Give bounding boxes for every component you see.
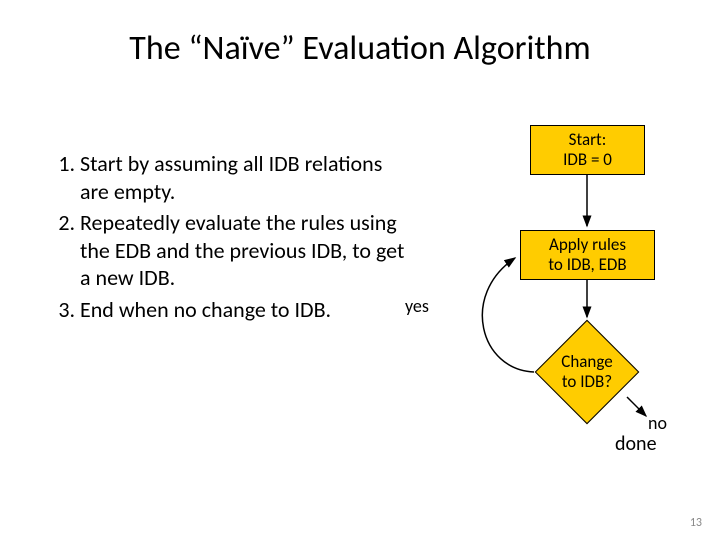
apply-node: Apply rules to IDB, EDB	[520, 230, 655, 280]
decision-line1: Change	[561, 351, 612, 372]
step-2: Repeatedly evaluate the rules using the …	[80, 209, 410, 292]
apply-line1: Apply rules	[549, 234, 626, 255]
yes-label: yes	[405, 295, 429, 317]
decision-line2: to IDB?	[562, 371, 612, 392]
start-line2: IDB = 0	[563, 149, 612, 170]
apply-line2: to IDB, EDB	[548, 254, 626, 275]
flowchart-arrows	[430, 125, 700, 505]
page-number: 13	[690, 516, 702, 530]
algorithm-steps: Start by assuming all IDB relations are …	[50, 150, 410, 327]
no-label: no	[648, 412, 667, 434]
slide-title: The “Naïve” Evaluation Algorithm	[0, 28, 720, 69]
start-node: Start: IDB = 0	[530, 125, 645, 175]
step-3: End when no change to IDB.	[80, 296, 410, 324]
done-label: done	[615, 432, 657, 456]
decision-label: Change to IDB?	[550, 335, 624, 409]
flowchart: Start: IDB = 0 Apply rules to IDB, EDB C…	[430, 125, 700, 505]
slide: The “Naïve” Evaluation Algorithm Start b…	[0, 0, 720, 540]
start-line1: Start:	[569, 129, 607, 150]
step-1: Start by assuming all IDB relations are …	[80, 150, 410, 205]
decision-node: Change to IDB?	[550, 335, 624, 409]
